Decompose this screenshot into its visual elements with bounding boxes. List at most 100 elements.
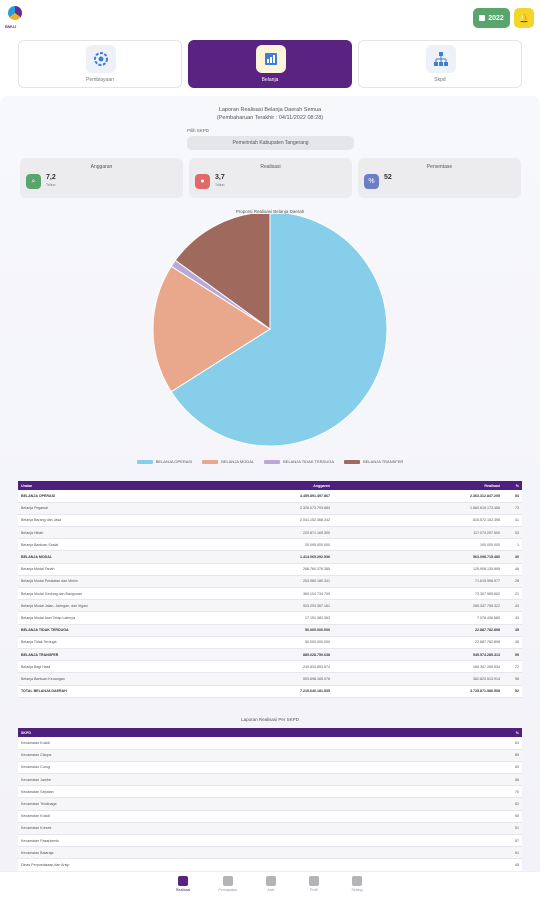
table-row[interactable]: Kecamatan Balaraja 61 <box>18 846 522 860</box>
table-row: Belanja Pegawai 2.326.073.793.884 1.860.61… <box>18 502 522 515</box>
legend-swatch <box>264 459 281 464</box>
pie-slice-belanja-modal[interactable] <box>152 265 271 393</box>
table-header-row: SKPD % <box>18 728 522 737</box>
table-row: Belanja Modal Tanah 268.760.378.385 125.90… <box>18 563 522 576</box>
cell-realisasi: 545.574.285.313 <box>333 648 503 662</box>
table-row[interactable]: Kecamatan Sepatan 70 <box>18 785 522 799</box>
cell-skpd-name: Kecamatan Balaraja <box>18 846 503 860</box>
nav-item-realisasi[interactable]: Realisasi <box>161 876 205 892</box>
cell-anggaran: 220.871.169.300 <box>238 526 333 540</box>
cell-anggaran: 2.041.152.368.342 <box>238 514 333 528</box>
card-value: 7,2 <box>46 174 56 181</box>
cell-anggaran: 2.326.073.793.884 <box>238 502 333 515</box>
cell-persen: 58 <box>503 672 522 686</box>
table-row[interactable]: Kecamatan Curug 60 <box>18 761 522 775</box>
report-title-line1: Laporan Realisasi Belanja Daerah Semua <box>218 107 322 113</box>
cell-anggaran: 20.095.000.000 <box>238 538 333 552</box>
table-row[interactable]: Kecamatan Jambe 56 <box>18 773 522 787</box>
card-anggaran: Anggaran ⌕ 7,2 Triliun <box>20 158 183 198</box>
profile-icon <box>309 876 319 886</box>
table-row: BELANJA TRANSFER 885.028.750.638 545.574.2… <box>18 648 522 662</box>
cell-uraian: Belanja Pegawai <box>18 502 238 515</box>
cell-skpd-name: Kecamatan Pasarkemis <box>18 834 503 848</box>
cell-anggaran: 503.293.367.161 <box>238 599 333 613</box>
table-row[interactable]: Dinas Perpustakaan dan Arsip 45 <box>18 858 522 871</box>
nav-item-setting[interactable]: Setting <box>335 876 379 892</box>
cell-persen: 21 <box>503 587 522 601</box>
table-row[interactable]: Kecamatan Teluknaga 62 <box>18 797 522 811</box>
legend-label: BELANJA OPERASI <box>155 459 193 464</box>
table-row[interactable]: Kecamatan Cikupa 89 <box>18 749 522 762</box>
legend-item[interactable]: BELANJA OPERASI <box>136 459 193 464</box>
top-bar: BMUJ 2022 🔔 <box>0 0 540 36</box>
cell-uraian: BELANJA TRANSFER <box>18 648 238 662</box>
app-logo <box>8 6 22 20</box>
cell-anggaran: 7.219.640.181.535 <box>238 685 333 698</box>
year-selector[interactable]: 2022 <box>473 8 510 28</box>
table-row[interactable]: Kecamatan Kresek 51 <box>18 822 522 836</box>
cell-persen: 62 <box>503 797 522 811</box>
percent-icon: % <box>364 174 379 189</box>
table-row: Belanja Modal Peralatan dan Mesin 253.980… <box>18 575 522 589</box>
cell-skpd-name: Kecamatan Teluknaga <box>18 797 503 811</box>
nav-item-profil[interactable]: Profil <box>292 876 336 892</box>
cell-persen: 52 <box>503 685 522 698</box>
cell-persen: 43 <box>503 599 522 613</box>
report-title: Laporan Realisasi Belanja Daerah Semua (… <box>0 106 540 122</box>
pie-slice-belanja-transfer[interactable] <box>174 214 271 330</box>
skpd-filter-select[interactable]: Pemerintah Kabupaten Tangerang <box>187 136 354 150</box>
year-value: 2022 <box>488 14 504 22</box>
cell-uraian: Belanja Modal Tanah <box>18 563 238 576</box>
notification-button[interactable]: 🔔 <box>514 8 534 28</box>
cell-uraian: Belanja Modal Aset Tetap Lainnya <box>18 611 238 625</box>
calendar-icon <box>479 15 486 21</box>
skpd-table-body: Kecamatan Kosidi 63 Kecamatan Cikupa 89 Keca… <box>18 737 522 871</box>
cell-uraian: Belanja Tidak Terduga <box>18 636 238 649</box>
card-unit: Triliun <box>215 183 225 187</box>
card-title: Anggaran <box>90 164 113 170</box>
table-row: BELANJA OPERASI 4.459.891.497.867 2.363.31… <box>18 490 522 503</box>
tab-pembiayaan[interactable]: Pembiayaan <box>18 40 182 88</box>
chart-title: Proporsi Realisasi Belanja Daerah <box>235 209 305 214</box>
cell-uraian: Belanja Hibah <box>18 526 238 540</box>
cell-skpd-name: Kecamatan Jambe <box>18 773 503 787</box>
table-row: Belanja Modal Gedung dan Bangunan 369.104… <box>18 587 522 601</box>
skpd-filter-label: Pilih SKPD <box>187 128 210 133</box>
legend-item[interactable]: BELANJA MODAL <box>202 459 254 464</box>
cell-persen: 51 <box>503 822 522 836</box>
cell-persen: 53 <box>503 526 522 540</box>
cell-persen: 72 <box>503 660 522 674</box>
tab-skpd[interactable]: Skpd <box>358 40 522 88</box>
card-value: 3,7 <box>215 174 225 181</box>
legend-label: BELANJA TIDAK TERDUGA <box>283 459 335 464</box>
nav-item-pendapatan[interactable]: Pendapatan <box>206 876 250 892</box>
report-content[interactable]: Laporan Realisasi Belanja Daerah Semua (… <box>0 96 540 871</box>
table-row[interactable]: Kecamatan Pasarkemis 57 <box>18 834 522 848</box>
nav-label: Pendapatan <box>218 888 238 892</box>
cell-persen: 63 <box>503 737 522 750</box>
nav-item-aset[interactable]: Aset <box>249 876 293 892</box>
legend-swatch <box>202 459 219 464</box>
table-row[interactable]: Kecamatan Kosidi 60 <box>18 810 522 823</box>
cell-anggaran: 17.151.382.363 <box>238 611 333 625</box>
card-value: 52 <box>384 174 392 181</box>
tab-belanja[interactable]: Belanja <box>188 40 352 88</box>
cell-uraian: TOTAL BELANJA DAERAH <box>18 685 238 698</box>
cell-persen: 70 <box>503 785 522 799</box>
cell-persen: 60 <box>503 810 522 823</box>
legend-label: BELANJA MODAL <box>221 459 255 464</box>
chart-legend: BELANJA OPERASI BELANJA MODAL BELANJA TIDA… <box>0 459 540 464</box>
table-row[interactable]: Kecamatan Kosidi 63 <box>18 737 522 750</box>
legend-swatch <box>344 459 361 464</box>
gear-icon <box>352 876 362 886</box>
legend-item[interactable]: BELANJA TIDAK TERDUGA <box>264 459 334 464</box>
pie-slice-belanja-operasi[interactable] <box>170 214 388 447</box>
cell-anggaran: 50.000.000.000 <box>238 636 333 649</box>
table-row: Belanja Bantuan Keuangan 593.898.165.976 3… <box>18 672 522 686</box>
cell-uraian: Belanja Bantuan Keuangan <box>18 672 238 686</box>
cell-realisasi: 563.098.715.480 <box>333 550 503 564</box>
spending-report-icon <box>256 45 286 73</box>
table-row: Belanja Bagi Hasil 240.833.853.574 165.307… <box>18 660 522 674</box>
cell-anggaran: 268.760.378.385 <box>238 563 333 576</box>
legend-item[interactable]: BELANJA TRANSFER <box>344 459 403 464</box>
